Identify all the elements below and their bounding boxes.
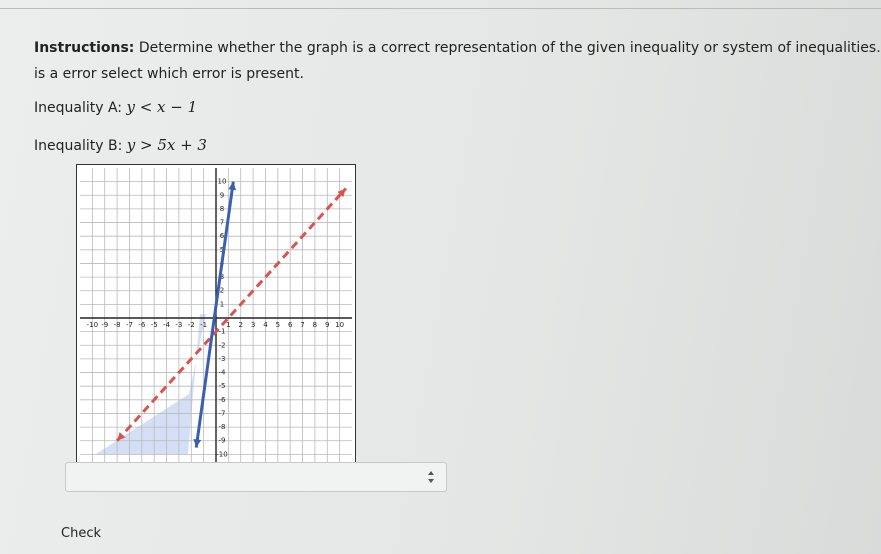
y-tick-label: 1 [220, 300, 224, 308]
select-arrow [428, 471, 434, 483]
graph: -10 -9 -8 -7 -6 -5 -4 -3 -2 -1 1 2 3 4 5 6 7 8 9 10-10-9-8-… [76, 164, 356, 472]
x-tick-label: -2 [188, 321, 195, 329]
x-tick-label: -7 [126, 321, 133, 329]
x-tick-label: -5 [151, 321, 158, 329]
x-tick-label: -9 [101, 321, 108, 329]
y-tick-label: 7 [220, 219, 224, 227]
arrowhead [117, 432, 126, 441]
x-tick-label: 9 [325, 321, 329, 329]
y-tick-label: 3 [220, 273, 224, 281]
y-tick-label: -9 [219, 437, 226, 445]
inequality: Inequality B: y > 5x + 3 [34, 136, 207, 154]
y-tick-label: 2 [220, 287, 224, 295]
x-tick-label: -10 [87, 321, 98, 329]
divider [0, 8, 881, 9]
y-tick-label: 6 [220, 232, 225, 240]
x-tick-label: 1 [226, 321, 230, 329]
instructions-text: is a error select which error is present… [34, 66, 304, 82]
y-tick-label: -6 [219, 396, 227, 404]
boundary-line [115, 187, 347, 442]
x-tick-label: -4 [163, 321, 171, 329]
y-tick-label: 9 [220, 191, 224, 199]
x-tick-label: 8 [313, 321, 317, 329]
y-tick-label: -7 [219, 409, 226, 417]
instructions-text: Determine whether the graph is a correct… [138, 40, 881, 56]
inequality-math: y > 5x + 3 [126, 136, 207, 154]
x-tick-label: -8 [114, 321, 121, 329]
x-tick-label: 7 [300, 321, 304, 329]
shaded-region [96, 314, 206, 454]
arrowhead [337, 188, 346, 198]
x-tick-label: 10 [335, 321, 344, 329]
x-tick-label: 2 [238, 321, 242, 329]
x-tick-label: 5 [276, 321, 280, 329]
x-tick-label: 4 [263, 321, 268, 329]
y-tick-label: -4 [219, 369, 227, 377]
x-tick-label: -1 [200, 321, 207, 329]
arrowhead [193, 438, 202, 448]
inequality: Inequality A: y < x − 1 [34, 98, 197, 116]
x-tick-label: -6 [138, 321, 146, 329]
x-tick-label: 3 [251, 321, 255, 329]
y-tick-label: -1 [219, 328, 226, 336]
inequality-math: y < x − 1 [126, 98, 198, 116]
y-tick-label: 8 [220, 205, 224, 213]
check-button[interactable]: Check [61, 526, 101, 541]
instructions-label: Instructions: [34, 40, 135, 56]
y-tick-label: 5 [220, 246, 224, 254]
boundary-line [194, 181, 235, 448]
y-tick-label: -10 [216, 450, 227, 458]
arrowhead [228, 181, 237, 191]
y-tick-label: -3 [219, 355, 226, 363]
y-tick-label: -8 [219, 423, 226, 431]
answer-select[interactable] [65, 462, 447, 492]
instructions: Instructions: Determine whether the grap… [34, 40, 881, 56]
x-tick-label: -3 [175, 321, 182, 329]
x-tick-label: 6 [288, 321, 293, 329]
y-tick-label: 10 [218, 178, 227, 186]
y-tick-label: -5 [219, 382, 226, 390]
inequality-label: Inequality B: [34, 138, 123, 154]
y-tick-label: -2 [219, 341, 226, 349]
inequality-label: Inequality A: [34, 100, 123, 116]
